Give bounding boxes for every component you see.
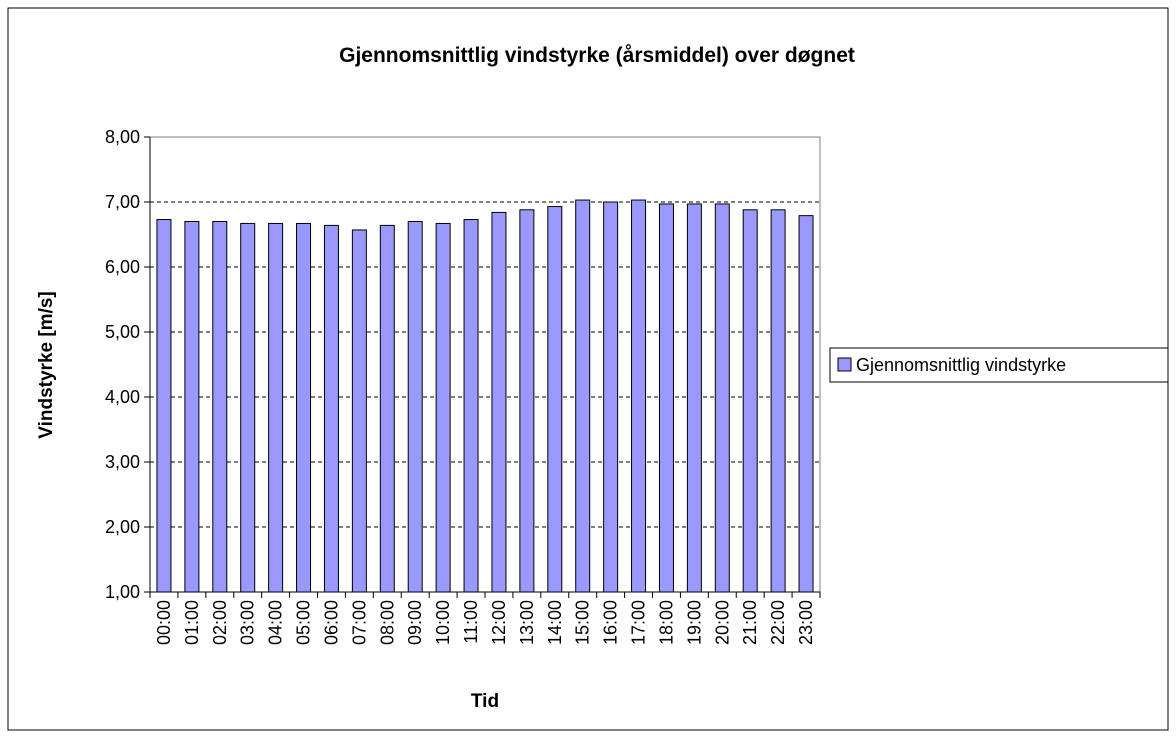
plot-area xyxy=(149,136,821,593)
bar xyxy=(435,222,451,593)
x-tick-label: 16:00 xyxy=(601,600,621,645)
bar xyxy=(686,203,702,593)
bar xyxy=(184,221,200,593)
bar xyxy=(631,199,647,593)
x-tick-label: 14:00 xyxy=(545,600,565,645)
bar xyxy=(240,222,256,593)
y-tick-label: 2,00 xyxy=(105,517,140,537)
y-tick-label: 7,00 xyxy=(105,192,140,212)
y-axis-label: Vindstyrke [m/s] xyxy=(36,291,57,438)
x-tick-label: 07:00 xyxy=(349,600,369,645)
x-tick-label: 20:00 xyxy=(712,600,732,645)
x-tick-label: 03:00 xyxy=(238,600,258,645)
x-tick-label: 08:00 xyxy=(377,600,397,645)
bar xyxy=(714,203,730,593)
y-tick-label: 4,00 xyxy=(105,387,140,407)
bar xyxy=(742,209,758,593)
x-tick-label: 17:00 xyxy=(629,600,649,645)
bar xyxy=(519,209,535,593)
bar xyxy=(156,219,172,593)
bar xyxy=(407,221,423,593)
x-tick-label: 02:00 xyxy=(210,600,230,645)
x-tick-label: 01:00 xyxy=(182,600,202,645)
y-tick-label: 6,00 xyxy=(105,257,140,277)
y-tick-label: 5,00 xyxy=(105,322,140,342)
bar xyxy=(770,209,786,593)
x-tick-label: 22:00 xyxy=(768,600,788,645)
bar xyxy=(212,221,228,593)
x-tick-label: 05:00 xyxy=(294,600,314,645)
bar xyxy=(603,201,619,593)
y-tick-label: 1,00 xyxy=(105,582,140,602)
x-tick-label: 09:00 xyxy=(405,600,425,645)
x-axis-label: Tid xyxy=(471,691,499,712)
chart-title: Gjennomsnittlig vindstyrke (årsmiddel) o… xyxy=(339,44,855,67)
bar xyxy=(323,224,339,593)
x-tick-label: 18:00 xyxy=(656,600,676,645)
x-tick-label: 00:00 xyxy=(154,600,174,645)
bar xyxy=(379,224,395,593)
x-tick-label: 23:00 xyxy=(796,600,816,645)
bar xyxy=(268,222,284,593)
y-tick-label: 8,00 xyxy=(105,127,140,147)
bar xyxy=(491,211,507,593)
x-tick-label: 13:00 xyxy=(517,600,537,645)
x-tick-label: 11:00 xyxy=(461,600,481,644)
bar xyxy=(463,219,479,593)
legend-swatch xyxy=(837,357,852,372)
bar xyxy=(351,229,367,593)
y-tick-label: 3,00 xyxy=(105,452,140,472)
x-tick-label: 15:00 xyxy=(573,600,593,645)
legend-box xyxy=(829,347,1169,383)
bar xyxy=(798,215,814,593)
x-tick-label: 12:00 xyxy=(489,600,509,645)
bar xyxy=(575,199,591,593)
legend-label: Gjennomsnittlig vindstyrke xyxy=(856,355,1066,375)
x-tick-label: 06:00 xyxy=(321,600,341,645)
bar xyxy=(296,222,312,593)
x-tick-label: 04:00 xyxy=(266,600,286,645)
x-tick-label: 19:00 xyxy=(684,600,704,645)
x-tick-label: 10:00 xyxy=(433,600,453,645)
bar xyxy=(547,206,563,593)
bar xyxy=(658,203,674,593)
x-tick-label: 21:00 xyxy=(740,600,760,645)
